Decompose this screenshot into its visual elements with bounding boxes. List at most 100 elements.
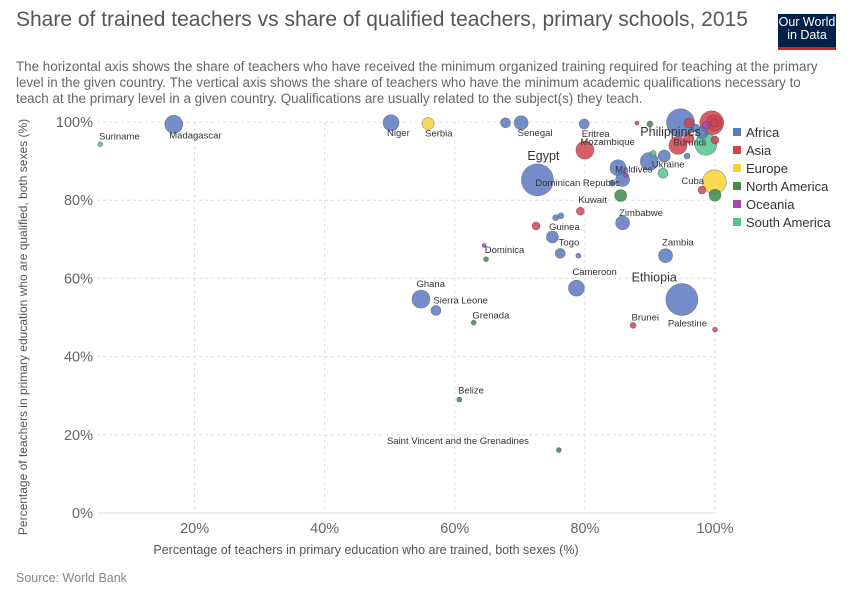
y-tick-label: 40%: [64, 350, 93, 366]
data-points: [97, 108, 727, 453]
data-point: [575, 252, 582, 259]
data-point: [657, 167, 669, 179]
point-label: Zambia: [662, 238, 694, 249]
point-label: Togo: [559, 237, 580, 248]
data-point: [557, 212, 565, 220]
point-label: Ghana: [416, 279, 445, 290]
data-point: [708, 188, 722, 202]
legend-swatch: [733, 182, 741, 190]
legend-swatch: [733, 200, 741, 208]
legend-label: North America: [746, 179, 829, 194]
legend-label: South America: [746, 215, 831, 230]
chart-title: Share of trained teachers vs share of qu…: [16, 8, 748, 31]
point-label: Grenada: [472, 311, 510, 322]
data-point: [697, 185, 707, 195]
data-point: [683, 117, 695, 129]
data-point: [668, 136, 688, 155]
x-tick-label: 80%: [570, 521, 599, 537]
grid-lines: [97, 121, 716, 514]
data-point: [710, 118, 719, 128]
legend-label: Europe: [746, 161, 788, 176]
data-point: [608, 179, 616, 187]
logo-line-1: Our World: [778, 15, 836, 29]
point-label: Burundi: [673, 137, 706, 148]
data-point: [481, 243, 487, 248]
data-point: [614, 189, 627, 202]
data-point: [568, 279, 585, 297]
legend-swatch: [733, 218, 741, 226]
point-label: Ukraine: [652, 159, 685, 170]
y-tick-label: 0%: [72, 506, 93, 522]
point-label: Philippines: [640, 125, 700, 139]
data-point: [521, 163, 554, 197]
point-label: Palestine: [668, 319, 707, 330]
point-label: Cameroon: [572, 267, 616, 278]
x-axis-title: Percentage of teachers in primary educat…: [153, 543, 578, 557]
data-point: [411, 289, 431, 309]
data-point: [639, 152, 659, 171]
point-label: Sierra Leone: [433, 295, 487, 306]
data-point: [164, 115, 184, 134]
data-point: [657, 149, 671, 163]
legend: Africa Asia Europe North America Oceania Sout…: [733, 125, 831, 230]
chart-subtitle: The horizontal axis shows the share of t…: [16, 59, 818, 106]
point-label: Senegal: [518, 128, 553, 139]
legend-swatch: [733, 164, 741, 172]
data-point: [554, 248, 566, 259]
y-tick-label: 100%: [56, 115, 93, 131]
data-point: [683, 152, 691, 160]
data-point: [430, 305, 442, 316]
point-label: Egypt: [527, 149, 559, 163]
logo-accent-bar: [778, 47, 836, 50]
data-point: [575, 140, 595, 160]
data-point: [665, 283, 699, 316]
point-label: Eritrea: [582, 129, 611, 140]
data-point: [531, 221, 541, 231]
legend-label: Africa: [746, 125, 780, 140]
legend-label: Oceania: [746, 197, 795, 212]
data-point: [97, 141, 104, 148]
x-tick-label: 100%: [696, 521, 733, 537]
point-label: Dominican Republic: [535, 178, 620, 189]
point-label: Zimbabwe: [619, 208, 663, 219]
point-label: Suriname: [99, 131, 140, 142]
data-point: [576, 206, 585, 216]
y-tick-label: 20%: [64, 428, 93, 444]
data-point: [658, 248, 673, 264]
owid-logo[interactable]: Our World in Data: [778, 14, 836, 48]
point-label: Guinea: [549, 222, 580, 233]
data-point: [646, 120, 654, 128]
point-label: Saint Vincent and the Grenadines: [387, 436, 529, 447]
point-label: Maldives: [615, 165, 653, 176]
point-label: Brunei: [632, 312, 659, 323]
data-point: [546, 230, 559, 244]
data-point: [578, 118, 590, 130]
point-label: Dominica: [485, 245, 525, 256]
x-tick-label: 20%: [180, 521, 209, 537]
data-point: [500, 117, 511, 129]
data-point: [421, 117, 435, 130]
point-labels: Madagascar Suriname Niger Serbia Senegal Erit…: [99, 125, 707, 447]
data-point: [634, 120, 640, 126]
point-label: Cuba: [681, 176, 704, 187]
data-point: [615, 215, 630, 231]
data-point: [701, 120, 711, 130]
point-label: Mozambique: [580, 137, 634, 148]
legend-swatch: [733, 146, 741, 154]
x-tick-label: 60%: [440, 521, 469, 537]
legend-label: Asia: [746, 143, 772, 158]
data-point: [623, 172, 629, 178]
point-label: Niger: [387, 128, 410, 139]
data-point: [513, 115, 529, 131]
data-point: [456, 396, 463, 403]
data-point: [483, 256, 489, 263]
point-label: Belize: [458, 386, 484, 397]
source-note: Source: World Bank: [16, 571, 127, 585]
logo-line-2: in Data: [787, 28, 827, 42]
y-tick-label: 60%: [64, 271, 93, 287]
data-point: [470, 319, 477, 326]
data-point: [629, 322, 637, 329]
y-tick-label: 80%: [64, 193, 93, 209]
data-point: [712, 326, 718, 333]
data-point: [710, 135, 720, 145]
